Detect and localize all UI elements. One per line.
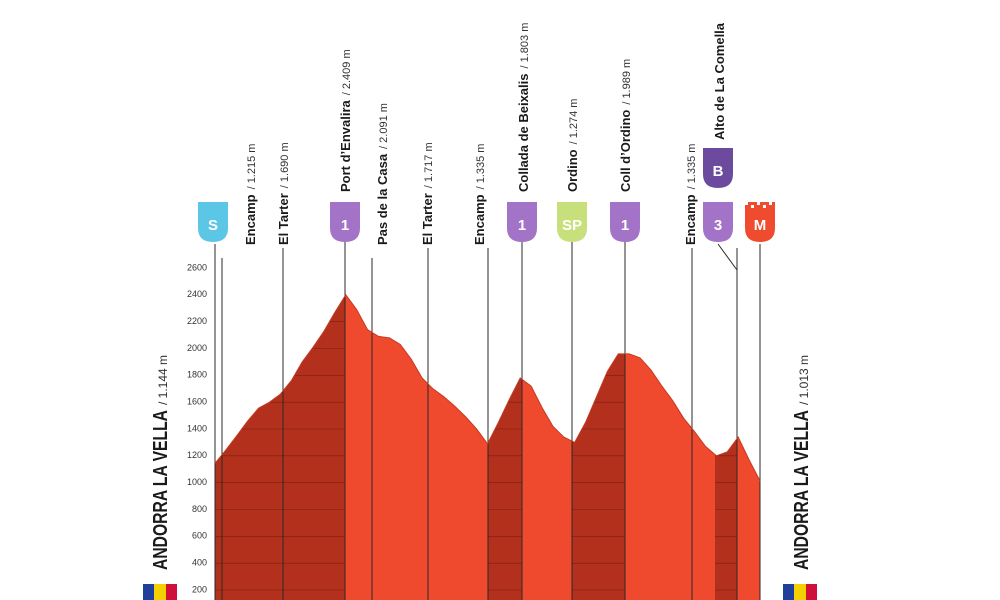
flag-yellow [154,584,166,600]
flag [783,584,817,600]
waypoint-label: El Tarter / 1.690 m [276,142,291,245]
y-tick-label: 400 [192,558,207,568]
waypoint-name: Alto de La Comella [712,22,727,140]
badge: M [745,202,775,242]
profile-outline [214,293,761,482]
flag-red [166,584,177,600]
waypoint-elevation: / 1.803 m [519,23,531,69]
y-tick-label: 1200 [187,450,207,460]
waypoint-name: Encamp [243,194,258,245]
climb-section [215,294,345,600]
waypoint-name: Encamp [472,194,487,245]
waypoint-elevation: / 1.335 m [475,144,487,190]
badge-label: M [754,217,767,234]
waypoint-name: Pas de la Casa [375,153,390,245]
badge-label: S [208,217,218,234]
waypoint-elevation: / 1.989 m [621,59,633,105]
waypoint-elevation: / 1.690 m [279,142,291,188]
checker [763,205,766,208]
badge-label: 1 [341,217,349,234]
waypoint-name: Coll d’Ordino [618,110,633,192]
climb-section [572,294,625,600]
badge: 3 [703,202,733,242]
waypoint-name: Ordino [565,149,580,192]
waypoint-name: El Tarter [420,193,435,245]
checker [751,205,754,208]
badge-label: B [713,163,724,180]
marker-line [717,243,738,271]
waypoint-name: Collada de Beixalis [516,74,531,193]
waypoint-label: ANDORRA LA VELLA / 1.144 m [150,355,172,570]
checker [769,202,772,205]
climb-section [488,294,522,600]
waypoint-name: El Tarter [276,193,291,245]
climb-section [715,294,737,600]
badge: SP [557,202,587,242]
y-tick-label: 800 [192,504,207,514]
waypoint-name: Port d’Envalira [338,99,353,192]
badge-shape [745,202,775,242]
badge: S [198,202,228,242]
badge: 1 [610,202,640,242]
badge-shape [703,148,733,188]
waypoint-elevation: / 1.144 m [156,355,170,405]
badge: B [703,148,733,188]
waypoint-elevation: / 1.215 m [246,144,258,190]
y-tick-label: 1600 [187,397,207,407]
waypoint-elevation: / 1.013 m [797,355,811,405]
badge-label: 1 [518,217,526,234]
waypoint-label: Alto de La Comella [712,22,727,140]
badge-shape [610,202,640,242]
overlay: 200 400 600 800 1000 1200 1400 1600 1800 2000 2200… [143,22,817,600]
waypoint-label: Ordino / 1.274 m [565,99,580,192]
y-tick-label: 2600 [187,262,207,272]
flag-blue [143,584,154,600]
badge-shape [330,202,360,242]
y-tick-label: 1400 [187,423,207,433]
badge-label: SP [562,217,582,234]
y-tick-label: 1800 [187,370,207,380]
waypoint-label: Encamp / 1.215 m [243,144,258,245]
badge-shape [557,202,587,242]
waypoint-elevation: / 1.274 m [568,99,580,145]
waypoint-label: Collada de Beixalis / 1.803 m [516,23,531,192]
y-tick-label: 2200 [187,316,207,326]
waypoint-name: Encamp [683,194,698,245]
flag-red [806,584,817,600]
flag-yellow [794,584,806,600]
waypoint-elevation: / 1.717 m [423,142,435,188]
waypoint-label: Coll d’Ordino / 1.989 m [618,59,633,192]
waypoint-name: ANDORRA LA VELLA [150,410,172,570]
badge-label: 1 [621,217,629,234]
badge-label: 3 [714,217,722,234]
y-tick-label: 600 [192,531,207,541]
waypoint-name: ANDORRA LA VELLA [791,410,813,570]
y-tick-label: 200 [192,584,207,594]
badge: 1 [330,202,360,242]
y-tick-label: 2000 [187,343,207,353]
badge-shape [198,202,228,242]
waypoint-elevation: / 1.335 m [686,144,698,190]
waypoint-label: Port d’Envalira / 2.409 m [338,49,353,192]
waypoint-label: Pas de la Casa / 2.091 m [375,103,390,245]
waypoint-label: ANDORRA LA VELLA / 1.013 m [791,355,813,570]
flag [143,584,177,600]
badge: 1 [507,202,537,242]
waypoint-label: Encamp / 1.335 m [683,144,698,245]
flag-blue [783,584,794,600]
y-tick-label: 2400 [187,289,207,299]
badge-shape [703,202,733,242]
checker [757,202,760,205]
waypoint-label: El Tarter / 1.717 m [420,142,435,245]
y-tick-label: 1000 [187,477,207,487]
waypoint-label: Encamp / 1.335 m [472,144,487,245]
checker [745,202,748,205]
waypoint-elevation: / 2.091 m [378,103,390,149]
waypoint-elevation: / 2.409 m [341,49,353,95]
badge-shape [507,202,537,242]
